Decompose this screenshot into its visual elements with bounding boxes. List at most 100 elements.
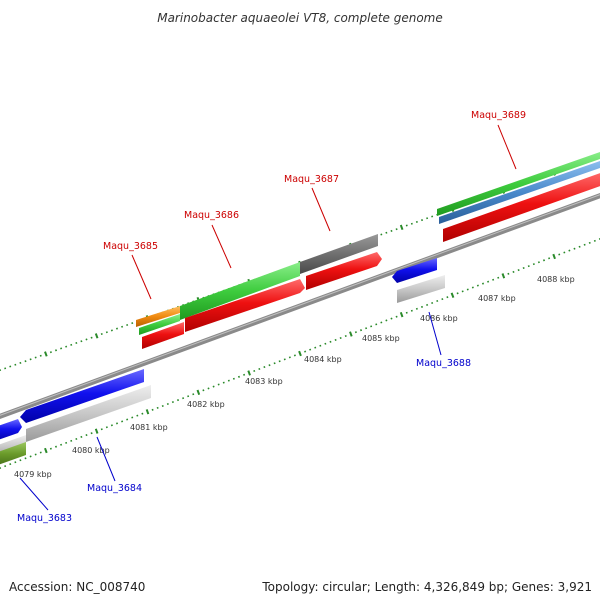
gene-bar-maqu-3686-green[interactable]: [180, 262, 300, 320]
minor-tick: [65, 345, 68, 348]
cds-maqu-3689[interactable]: [443, 172, 600, 242]
minor-tick: [131, 322, 134, 325]
minor-tick: [207, 387, 210, 390]
minor-tick: [182, 397, 185, 400]
gene-bar-maqu-3685-orange[interactable]: [136, 306, 180, 327]
minor-tick: [441, 298, 444, 301]
minor-tick: [4, 367, 7, 370]
minor-tick: [390, 229, 393, 232]
minor-tick: [136, 414, 139, 417]
minor-tick: [80, 340, 83, 343]
minor-tick: [4, 465, 7, 468]
gene-label-maqu-3688[interactable]: Maqu_3688: [416, 358, 471, 369]
minor-tick: [354, 331, 357, 334]
minor-tick: [60, 443, 63, 446]
minor-tick: [512, 270, 515, 273]
minor-tick: [212, 385, 215, 388]
minor-tick: [70, 343, 73, 346]
gene-label-maqu-3685[interactable]: Maqu_3685: [103, 241, 158, 252]
cds-maqu-3683[interactable]: [0, 419, 22, 441]
minor-tick: [365, 327, 368, 330]
minor-tick: [481, 282, 485, 285]
minor-tick: [90, 336, 93, 339]
minor-tick: [410, 309, 413, 312]
minor-tick: [390, 317, 393, 320]
major-tick: [298, 350, 302, 357]
minor-tick: [258, 368, 261, 371]
gene-bar-maqu-3687-dark[interactable]: [300, 234, 378, 274]
minor-tick: [385, 319, 388, 322]
gene-bar-maqu-3688-gray[interactable]: [397, 275, 445, 303]
gene-bar-maqu-3689-steel[interactable]: [439, 160, 600, 224]
minor-tick: [283, 358, 286, 361]
minor-tick: [288, 356, 291, 359]
minor-tick: [263, 366, 266, 369]
gene-label-maqu-3683[interactable]: Maqu_3683: [17, 513, 72, 524]
gene-label-maqu-3687[interactable]: Maqu_3687: [284, 174, 339, 185]
minor-tick: [110, 424, 113, 427]
cds-maqu-3687[interactable]: [306, 252, 382, 290]
minor-tick: [227, 379, 230, 382]
gene-label-maqu-3686[interactable]: Maqu_3686: [184, 210, 239, 221]
minor-tick: [532, 263, 535, 266]
gene-label-maqu-3689[interactable]: Maqu_3689: [471, 110, 526, 121]
major-tick: [501, 273, 506, 279]
minor-tick: [171, 401, 174, 404]
gene-bar-maqu-3685-green[interactable]: [139, 314, 180, 335]
major-tick: [399, 311, 404, 318]
minor-tick: [60, 347, 63, 350]
minor-tick: [415, 220, 418, 223]
minor-tick: [522, 267, 525, 270]
minor-tick: [548, 257, 551, 260]
minor-tick: [415, 307, 418, 310]
minor-tick: [237, 375, 241, 378]
major-tick: [94, 333, 99, 339]
major-tick: [450, 292, 455, 298]
cds-maqu-3685[interactable]: [142, 322, 184, 349]
minor-tick: [85, 434, 88, 437]
kbp-label: 4088 kbp: [537, 275, 575, 284]
minor-tick: [14, 363, 17, 366]
minor-tick: [542, 259, 546, 262]
minor-tick: [420, 305, 424, 308]
major-tick: [247, 370, 251, 376]
minor-tick: [517, 269, 520, 272]
minor-tick: [380, 233, 383, 236]
minor-tick: [100, 428, 103, 431]
leader-maqu-3685: [131, 254, 152, 300]
cds-maqu-3688[interactable]: [392, 258, 437, 283]
minor-tick: [492, 278, 495, 281]
minor-tick: [243, 373, 246, 376]
minor-tick: [370, 325, 373, 328]
minor-tick: [39, 354, 42, 357]
minor-tick: [339, 336, 342, 339]
minor-tick: [29, 455, 32, 458]
major-tick: [44, 351, 48, 357]
gene-bar-maqu-3684-gray[interactable]: [26, 385, 151, 442]
gene-label-maqu-3684[interactable]: Maqu_3684: [87, 483, 142, 494]
minor-tick: [405, 311, 408, 314]
kbp-label: 4084 kbp: [304, 355, 342, 364]
minor-tick: [436, 300, 439, 303]
minor-tick: [202, 389, 205, 392]
minor-tick: [309, 348, 312, 351]
minor-tick: [487, 280, 490, 283]
minor-tick: [24, 457, 27, 460]
minor-tick: [527, 265, 530, 268]
minor-tick: [293, 354, 296, 357]
minor-tick: [24, 360, 27, 363]
major-tick: [44, 447, 48, 454]
minor-tick: [166, 402, 169, 405]
inner-tick-ring: [0, 238, 600, 469]
gene-bar-maqu-3689-green[interactable]: [437, 151, 600, 216]
gene-bar-maqu-3683-olive[interactable]: [0, 442, 26, 466]
minor-tick: [380, 321, 383, 324]
kbp-label: 4087 kbp: [478, 294, 516, 303]
minor-tick: [121, 420, 124, 423]
minor-tick: [85, 338, 88, 341]
cds-maqu-3686[interactable]: [185, 279, 305, 332]
cds-maqu-3684[interactable]: [20, 369, 144, 423]
minor-tick: [563, 251, 566, 254]
minor-tick: [593, 239, 596, 242]
